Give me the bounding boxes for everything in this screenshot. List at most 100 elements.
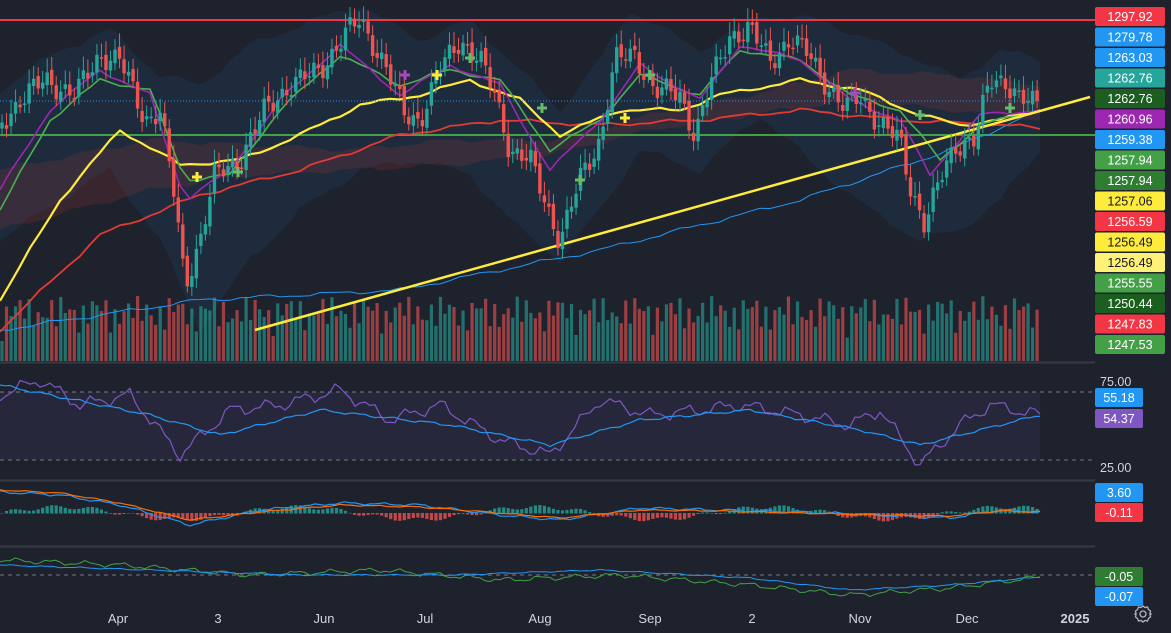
candle	[877, 125, 881, 127]
volume-bar	[9, 315, 13, 361]
macd-histogram-bar	[456, 513, 461, 515]
volume-bar	[140, 320, 144, 361]
volume-bar	[393, 307, 397, 361]
price-tag	[1095, 253, 1165, 272]
candle	[452, 46, 456, 53]
candle	[0, 122, 4, 129]
macd-histogram-bar	[212, 513, 217, 516]
macd-pane	[0, 489, 1041, 527]
candle	[822, 72, 827, 95]
candle	[967, 137, 971, 140]
candle	[77, 78, 81, 97]
volume-bar	[994, 314, 998, 361]
candle	[40, 82, 45, 89]
volume-bar	[488, 326, 492, 361]
macd-histogram-bar	[565, 509, 569, 514]
macd-histogram-bar	[841, 513, 845, 518]
rsi-pane	[0, 361, 1095, 548]
macd-histogram-bar	[108, 513, 113, 514]
volume-bar	[836, 318, 840, 361]
volume-bar	[506, 308, 510, 361]
candle	[31, 78, 36, 86]
volume-bar	[958, 310, 962, 361]
candle	[899, 129, 904, 138]
volume-bar	[117, 323, 122, 361]
candle	[163, 113, 167, 127]
macd-histogram-bar	[931, 513, 935, 517]
macd-histogram-bar	[348, 512, 352, 514]
macd-histogram-bar	[393, 513, 397, 521]
macd-histogram-bar	[140, 513, 144, 517]
macd-histogram-bar	[59, 506, 63, 514]
macd-histogram-bar	[63, 507, 67, 514]
macd-histogram-bar	[701, 512, 705, 514]
volume-bar	[68, 309, 72, 361]
candle	[669, 79, 673, 92]
candle	[325, 65, 330, 80]
candle	[520, 149, 524, 161]
candle	[976, 125, 981, 150]
macd-histogram-bar	[502, 507, 506, 514]
candle	[651, 76, 655, 86]
macd-histogram-bar	[637, 513, 641, 522]
candle	[569, 206, 574, 212]
candle	[22, 103, 27, 105]
price-tag-label: 1297.92	[1107, 10, 1152, 24]
volume-bar	[425, 320, 429, 361]
price-tag	[1095, 27, 1165, 47]
oscillator-scale[interactable]: -0.05 -0.07	[1095, 567, 1143, 606]
volume-bar	[795, 301, 800, 361]
volume-bar	[791, 324, 795, 361]
volume-bar	[881, 314, 885, 361]
macd-histogram-bar	[868, 513, 872, 518]
macd-value-tag	[1095, 503, 1143, 522]
price-tag	[1095, 48, 1165, 67]
volume-bar	[163, 329, 167, 361]
volume-bar	[967, 311, 971, 361]
settings-gear-icon[interactable]	[1133, 604, 1153, 624]
volume-bar	[316, 313, 320, 361]
candle	[759, 45, 764, 47]
macd-histogram-bar	[750, 507, 754, 514]
volume-bar	[4, 306, 9, 361]
volume-bar	[262, 316, 266, 361]
candle	[54, 85, 58, 100]
volume-bar	[710, 296, 714, 361]
macd-histogram-bar	[569, 509, 574, 514]
x-axis-label: 3	[214, 611, 221, 626]
macd-scale[interactable]: 3.60 -0.11	[1095, 483, 1143, 522]
macd-histogram-bar	[601, 513, 605, 517]
candle	[524, 157, 529, 161]
price-scale[interactable]: 1297.92 1279.78 1263.03 1262.76 1262.76 1260.…	[1095, 0, 1171, 361]
volume-bar	[411, 324, 415, 361]
volume-bar	[452, 306, 456, 361]
candle	[886, 116, 890, 129]
volume-bar	[429, 304, 433, 361]
macd-histogram-bar	[985, 505, 989, 514]
volume-bar	[823, 316, 827, 361]
volume-bar	[484, 298, 488, 361]
candle	[117, 46, 122, 59]
candle	[768, 40, 773, 61]
macd-histogram-bar	[705, 512, 709, 514]
candle	[556, 230, 560, 249]
volume-bar	[588, 310, 592, 361]
macd-histogram-bar	[86, 507, 90, 514]
macd-histogram-bar	[167, 513, 171, 518]
volume-bar	[890, 318, 895, 361]
volume-bar	[746, 308, 750, 361]
macd-histogram-bar	[117, 513, 122, 515]
macd-histogram-bar	[972, 509, 976, 514]
macd-histogram-bar	[479, 513, 483, 515]
macd-histogram-bar	[578, 508, 583, 514]
rsi-scale[interactable]: 75.00 25.00 55.18 54.37	[1095, 375, 1143, 475]
candle	[773, 63, 777, 68]
macd-histogram-bar	[0, 513, 4, 514]
candle	[723, 57, 727, 59]
volume-bar	[859, 307, 863, 361]
candle	[958, 151, 962, 156]
rsi-scale-label: 25.00	[1100, 461, 1131, 475]
volume-bar	[981, 296, 985, 361]
